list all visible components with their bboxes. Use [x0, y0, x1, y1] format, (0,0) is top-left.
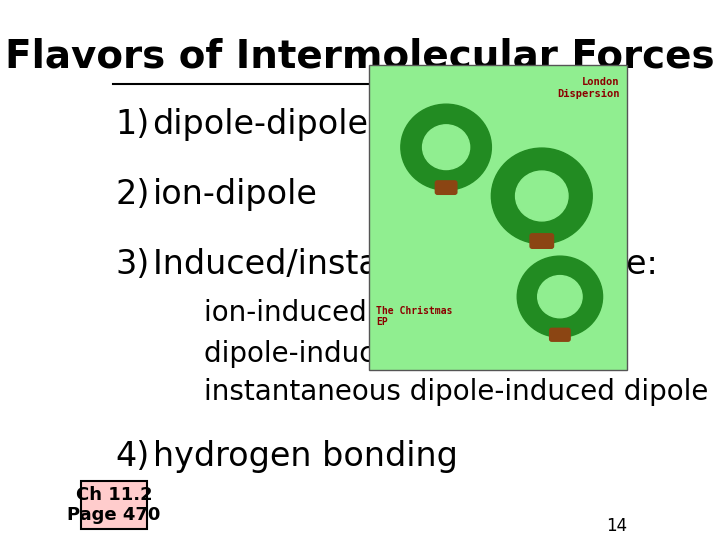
Text: dipole-dipole: dipole-dipole: [153, 107, 369, 141]
Circle shape: [401, 104, 491, 190]
Text: Flavors of Intermolecular Forces: Flavors of Intermolecular Forces: [5, 38, 715, 76]
FancyBboxPatch shape: [529, 233, 554, 249]
FancyBboxPatch shape: [369, 65, 627, 370]
Text: hydrogen bonding: hydrogen bonding: [153, 440, 457, 473]
FancyBboxPatch shape: [81, 481, 147, 529]
FancyBboxPatch shape: [549, 328, 571, 342]
Circle shape: [538, 275, 582, 318]
Text: dipole-induced dipole: dipole-induced dipole: [204, 340, 503, 368]
Text: The Christmas
EP: The Christmas EP: [377, 306, 453, 327]
Circle shape: [517, 256, 603, 337]
Text: ion-dipole: ion-dipole: [153, 178, 318, 211]
Text: London
Dispersion: London Dispersion: [557, 77, 619, 99]
Circle shape: [491, 148, 593, 244]
Circle shape: [423, 125, 469, 170]
Text: 14: 14: [606, 517, 627, 535]
Text: Ch 11.2
Page 470: Ch 11.2 Page 470: [68, 485, 161, 524]
Text: Induced/instantaneous dipole:: Induced/instantaneous dipole:: [153, 248, 657, 281]
Text: ion-induced dipole: ion-induced dipole: [204, 299, 460, 327]
Circle shape: [516, 171, 568, 221]
Text: 1): 1): [116, 107, 150, 141]
FancyBboxPatch shape: [435, 180, 457, 195]
Text: 2): 2): [116, 178, 150, 211]
Text: 4): 4): [116, 440, 150, 473]
Text: 3): 3): [116, 248, 150, 281]
Text: instantaneous dipole-induced dipole: instantaneous dipole-induced dipole: [204, 377, 708, 406]
